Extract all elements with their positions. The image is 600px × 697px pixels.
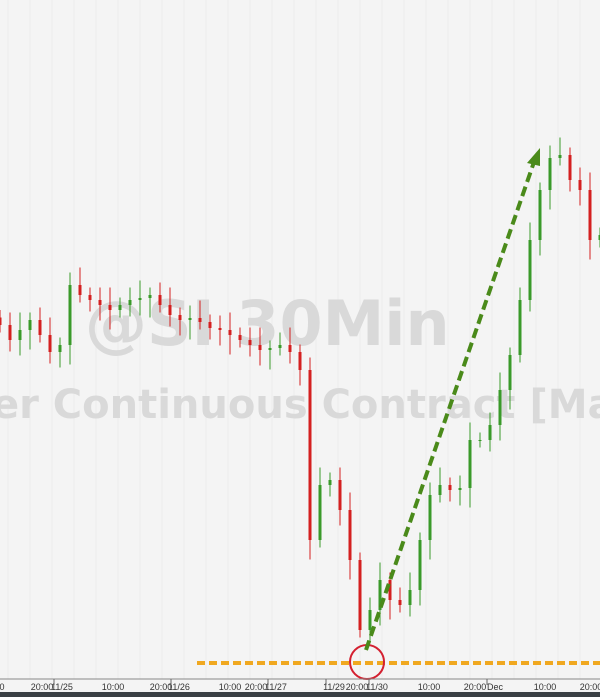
candle-body xyxy=(228,330,232,335)
x-tick-label: Dec xyxy=(487,682,504,692)
candle-body xyxy=(258,345,262,350)
x-tick-label: 10:00 xyxy=(534,682,557,692)
x-tick-label: 11/25 xyxy=(51,682,73,692)
x-tick-label: 10:00 xyxy=(219,682,242,692)
x-tick-label: 11/26 xyxy=(168,682,190,692)
x-tick-label: 20:00 xyxy=(464,682,487,692)
x-tick-label: 11/27 xyxy=(265,682,287,692)
candle-body xyxy=(498,390,502,425)
candle-body xyxy=(68,285,72,345)
candle-body xyxy=(298,352,302,370)
candle-body xyxy=(568,155,572,180)
candle-body xyxy=(268,348,272,350)
candle-body xyxy=(388,580,392,600)
candle-body xyxy=(18,330,22,340)
candle-body xyxy=(188,318,192,320)
candle-body xyxy=(538,190,542,240)
candle-body xyxy=(158,295,162,305)
candle-body xyxy=(118,305,122,310)
candle-body xyxy=(38,320,42,335)
candle-body xyxy=(398,600,402,605)
trend-arrow-line xyxy=(364,161,536,651)
candle-body xyxy=(28,320,32,330)
candle-body xyxy=(48,335,52,352)
candle-body xyxy=(518,300,522,355)
candle-body xyxy=(358,560,362,630)
watermark-ticker: @SI 30Min xyxy=(85,287,450,360)
candle-body xyxy=(488,425,492,440)
x-tick-label: 10:00 xyxy=(418,682,441,692)
x-tick-label: 0 xyxy=(0,682,5,692)
candle-body xyxy=(138,298,142,300)
candle-body xyxy=(148,295,152,298)
candle-body xyxy=(368,610,372,630)
candle-body xyxy=(318,485,322,540)
candle-body xyxy=(448,485,452,490)
grid xyxy=(7,0,581,679)
candle-body xyxy=(128,300,132,305)
x-tick-label: 11/29 xyxy=(323,682,345,692)
candle-body xyxy=(178,315,182,320)
candle-body xyxy=(558,155,562,158)
candle-body xyxy=(338,480,342,510)
candle-body xyxy=(58,345,62,352)
candle-body xyxy=(548,158,552,190)
candle-body xyxy=(78,285,82,295)
candle-body xyxy=(328,480,332,485)
candle-body xyxy=(198,318,202,322)
candle-body xyxy=(588,190,592,240)
candle-body xyxy=(288,345,292,352)
x-tick-label: 10:00 xyxy=(102,682,125,692)
candle-body xyxy=(308,370,312,540)
candle-body xyxy=(528,240,532,300)
candle-body xyxy=(418,540,422,590)
candle-body xyxy=(208,322,212,328)
x-tick-label: 20:00 xyxy=(31,682,54,692)
candle-body xyxy=(408,590,412,605)
candle-body xyxy=(348,510,352,560)
x-tick-label: 20:00 xyxy=(346,682,369,692)
candle-body xyxy=(88,295,92,300)
candle-body xyxy=(248,340,252,345)
candle-body xyxy=(278,345,282,348)
candle-body xyxy=(108,305,112,310)
candle-body xyxy=(458,488,462,490)
x-tick-label: 11/30 xyxy=(366,682,388,692)
candle-body xyxy=(598,235,600,240)
candle-body xyxy=(578,180,582,190)
x-tick-label: 20:00 xyxy=(150,682,173,692)
candle-body xyxy=(0,317,2,325)
x-tick-label: 20:00 xyxy=(580,682,600,692)
candle-body xyxy=(478,440,482,441)
candle-body xyxy=(238,335,242,340)
candle-body xyxy=(438,485,442,495)
candle-body xyxy=(98,300,102,305)
x-tick-label: 20:00 xyxy=(245,682,268,692)
candle-body xyxy=(168,305,172,315)
candle-body xyxy=(218,328,222,330)
bottom-bar xyxy=(0,692,600,697)
candle-body xyxy=(428,495,432,540)
candle-body xyxy=(508,355,512,390)
candle-body xyxy=(468,440,472,488)
trend-arrow-head xyxy=(527,148,540,166)
candle-body xyxy=(378,580,382,610)
candle-body xyxy=(8,325,12,340)
